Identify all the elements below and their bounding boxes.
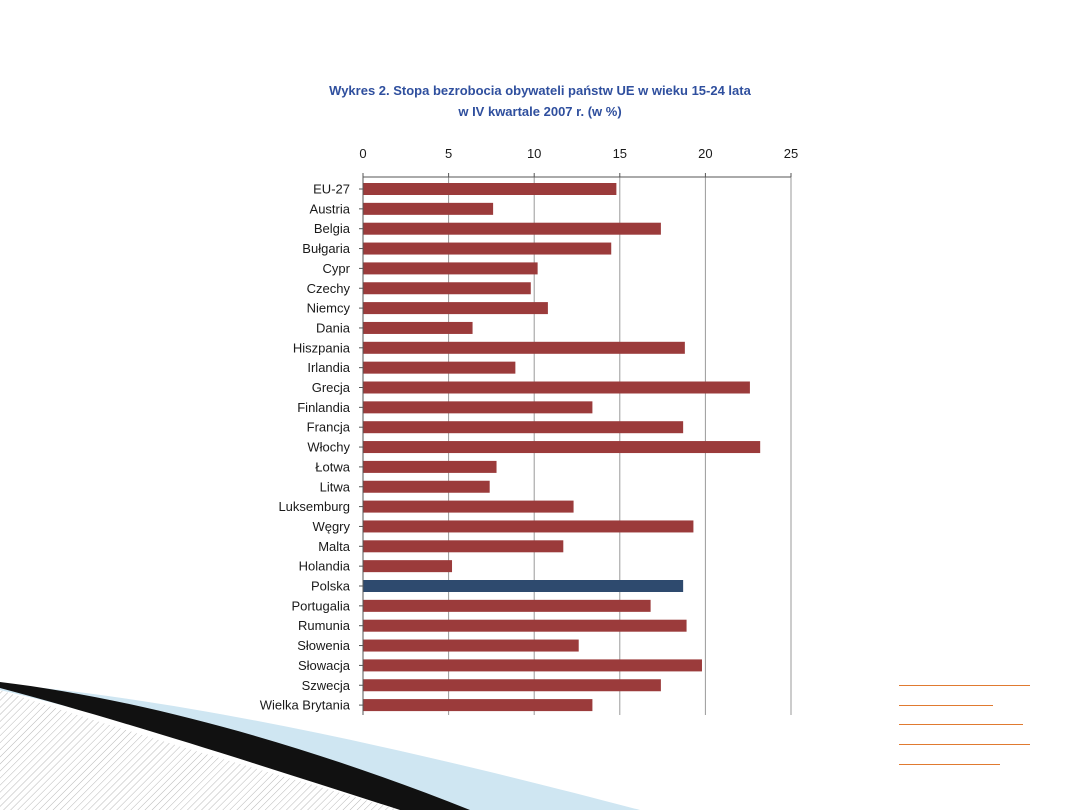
- category-label: Węgry: [312, 519, 350, 534]
- bar: [363, 282, 531, 295]
- note-line: [899, 685, 1030, 686]
- bar: [363, 699, 593, 712]
- category-labels: EU-27 Austria Belgia Bułgaria Cypr Czechy Niem…: [260, 182, 363, 713]
- category-label: Francja: [307, 420, 351, 435]
- bar: [363, 599, 651, 612]
- x-tick-label: 0: [359, 146, 366, 161]
- dark-swoosh: [0, 682, 470, 810]
- bar: [363, 421, 684, 434]
- bar: [363, 520, 694, 533]
- category-label: Niemcy: [307, 301, 351, 316]
- bar: [363, 361, 516, 374]
- bar: [363, 202, 494, 215]
- category-label: EU-27: [313, 182, 350, 197]
- bar: [363, 639, 579, 652]
- category-label: Polska: [311, 579, 351, 594]
- bar: [363, 659, 702, 672]
- category-label: Finlandia: [297, 400, 351, 415]
- x-tick-label: 5: [445, 146, 452, 161]
- bar: [363, 401, 593, 414]
- bar: [363, 302, 548, 315]
- category-label: Czechy: [307, 281, 351, 296]
- bar: [363, 540, 564, 553]
- note-line: [899, 744, 1030, 745]
- bar: [363, 679, 661, 692]
- note-lines: [899, 680, 1034, 770]
- category-label: Malta: [318, 539, 351, 554]
- hatched-swoosh: [0, 690, 400, 810]
- category-label: Szwecja: [302, 678, 351, 693]
- category-label: Litwa: [320, 479, 351, 494]
- bar: [363, 242, 612, 255]
- category-label: Grecja: [312, 380, 351, 395]
- bar: [363, 460, 497, 473]
- category-label: Łotwa: [315, 459, 350, 474]
- category-label: Holandia: [299, 559, 351, 574]
- x-tick-label: 10: [527, 146, 541, 161]
- note-line: [899, 724, 1023, 725]
- note-line: [899, 764, 1000, 765]
- x-axis-ticks: 0 5 10 15 20 25: [359, 146, 798, 178]
- note-line: [899, 705, 993, 706]
- bar: [363, 381, 750, 394]
- bar: [363, 321, 473, 334]
- category-label: Portugalia: [291, 598, 350, 613]
- x-tick-label: 25: [784, 146, 798, 161]
- category-label: Hiszpania: [293, 340, 351, 355]
- category-label: Cypr: [323, 261, 351, 276]
- category-label: Wielka Brytania: [260, 698, 351, 713]
- category-label: Rumunia: [298, 618, 351, 633]
- category-label: Włochy: [307, 440, 350, 455]
- chart-title: Wykres 2. Stopa bezrobocia obywateli pań…: [329, 83, 751, 98]
- chart-subtitle: w IV kwartale 2007 r. (w %): [458, 104, 622, 119]
- category-label: Dania: [316, 320, 351, 335]
- x-tick-label: 20: [698, 146, 712, 161]
- category-label: Słowacja: [298, 658, 351, 673]
- bar: [363, 580, 684, 592]
- bar: [363, 560, 453, 573]
- category-label: Austria: [310, 201, 351, 216]
- category-label: Bułgaria: [302, 241, 350, 256]
- bar: [363, 441, 761, 454]
- bar: [363, 341, 685, 354]
- x-tick-label: 15: [613, 146, 627, 161]
- bar: [363, 183, 617, 195]
- category-label: Luksemburg: [278, 499, 350, 514]
- bar: [363, 500, 574, 513]
- bar: [363, 619, 687, 632]
- bars: [363, 183, 761, 712]
- category-label: Słowenia: [297, 638, 351, 653]
- category-label: Irlandia: [307, 360, 350, 375]
- category-label: Belgia: [314, 221, 351, 236]
- bar: [363, 222, 661, 235]
- bar: [363, 262, 538, 275]
- bar: [363, 480, 490, 493]
